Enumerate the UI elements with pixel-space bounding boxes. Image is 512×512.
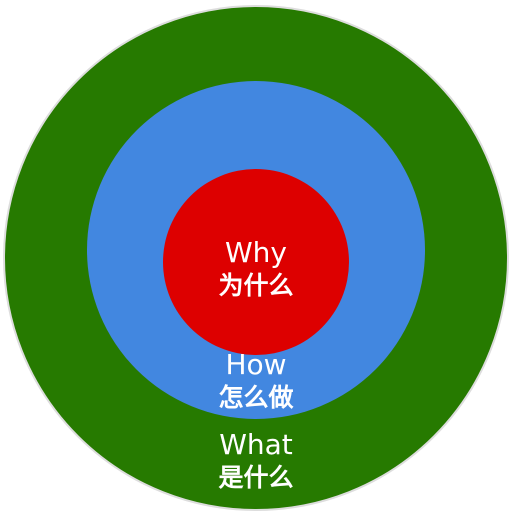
what-label-zh: 是什么: [218, 463, 293, 492]
outer-circle-border: [3, 5, 509, 511]
how-label-en: How: [225, 348, 286, 381]
how-label-zh: 怎么做: [218, 383, 293, 412]
what-label-en: What: [219, 428, 293, 461]
why-label-zh: 为什么: [218, 271, 293, 300]
why-label-en: Why: [225, 236, 287, 269]
inner-circle-why: [163, 169, 349, 355]
